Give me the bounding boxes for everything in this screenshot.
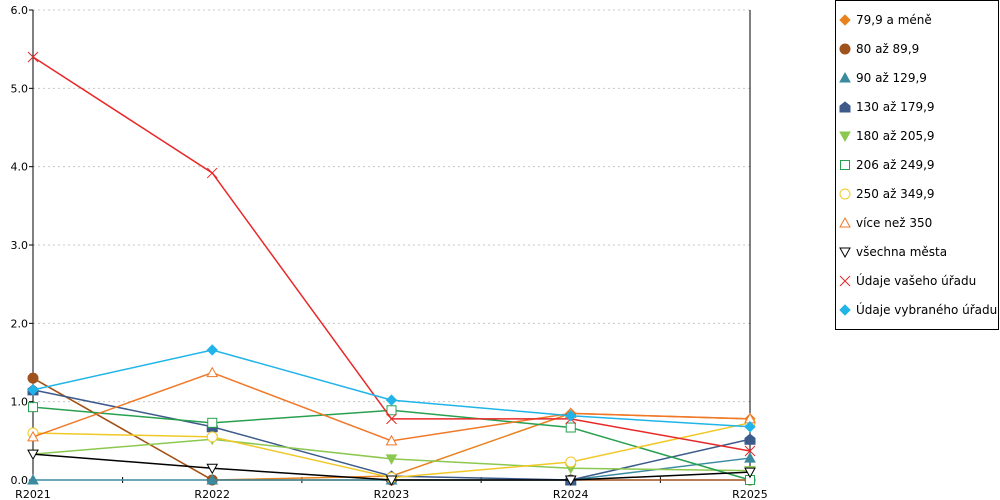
legend-label: 130 až 179,9 — [856, 100, 935, 114]
legend-marker — [839, 43, 851, 55]
x-tick-label: R2025 — [732, 488, 768, 500]
legend-item: Údaje vašeho úřadu — [839, 273, 976, 288]
y-tick-label: 4.0 — [11, 161, 29, 174]
legend-item: 90 až 129,9 — [839, 71, 927, 85]
legend-marker — [839, 216, 851, 228]
legend-marker — [839, 71, 851, 83]
legend-label: 80 až 89,9 — [856, 42, 919, 56]
series — [27, 344, 756, 433]
legend-label: 250 až 349,9 — [856, 187, 935, 201]
data-point — [565, 422, 576, 433]
data-point — [744, 433, 756, 445]
data-point — [28, 402, 38, 413]
legend-marker — [839, 101, 851, 113]
series — [27, 372, 756, 486]
legend-marker — [839, 131, 851, 143]
legend-item: 180 až 205,9 — [839, 129, 935, 143]
data-point — [27, 51, 39, 63]
legend-label: 90 až 129,9 — [856, 71, 927, 85]
legend-marker — [840, 160, 850, 170]
data-point — [207, 417, 218, 428]
series-line — [32, 56, 751, 452]
legend-item: 80 až 89,9 — [839, 42, 919, 56]
data-point — [206, 463, 219, 475]
legend-marker — [839, 304, 851, 316]
legend-item: více než 350 — [839, 216, 932, 230]
y-tick-label: 0.0 — [11, 474, 29, 487]
data-point — [565, 456, 577, 468]
legend-label: Údaje vybraného úřadu — [856, 302, 997, 317]
y-tick-label: 6.0 — [11, 4, 29, 17]
data-point — [744, 467, 756, 479]
x-tick-label: R2023 — [374, 488, 410, 500]
legend-item: Údaje vybraného úřadu — [839, 302, 997, 317]
data-point — [27, 384, 39, 396]
legend-label: více než 350 — [856, 216, 932, 230]
data-point — [385, 475, 398, 487]
legend: 79,9 a méně 80 až 89,9 90 až 129,9 130 až 1… — [835, 0, 999, 330]
legend-item: 206 až 249,9 — [840, 158, 935, 172]
legend-marker — [839, 275, 851, 287]
series — [27, 372, 756, 486]
axes: 0.0 1.0 2.0 3.0 4.0 5.0 6.0 R2021 R2022 R2023 R202… — [11, 4, 768, 500]
grid — [33, 9, 750, 403]
data-point — [206, 366, 219, 378]
data-point — [385, 394, 398, 406]
data-point — [565, 410, 577, 422]
data-point — [744, 421, 756, 433]
legend-item: 130 až 179,9 — [839, 100, 935, 114]
data-point — [386, 413, 397, 425]
data-point — [744, 452, 756, 463]
y-tick-label: 5.0 — [11, 82, 29, 95]
legend-box — [835, 0, 999, 330]
data-point — [27, 372, 39, 384]
legend-marker — [839, 188, 851, 200]
legend-label: 206 až 249,9 — [856, 158, 935, 172]
legend-label: Údaje vašeho úřadu — [856, 273, 976, 288]
x-tick-label: R2022 — [194, 488, 230, 500]
legend-item: 250 až 349,9 — [839, 187, 935, 201]
series — [28, 402, 755, 485]
data-point — [206, 431, 218, 443]
x-tick-label: R2021 — [15, 488, 51, 500]
y-tick-label: 3.0 — [11, 239, 29, 252]
x-tick-label: R2024 — [553, 488, 589, 500]
data-point — [564, 475, 577, 487]
legend-label: 79,9 a méně — [856, 13, 932, 27]
legend-marker — [839, 14, 851, 26]
data-point — [206, 473, 219, 485]
legend-label: 180 až 205,9 — [856, 129, 935, 143]
series — [27, 449, 756, 487]
data-point — [385, 454, 398, 465]
series-lines — [27, 51, 756, 487]
legend-item: 79,9 a méně — [839, 13, 932, 27]
legend-label: všechna města — [856, 245, 947, 259]
legend-item: všechna města — [839, 245, 947, 259]
data-point — [27, 473, 39, 485]
data-point — [206, 344, 218, 356]
data-point — [385, 434, 398, 446]
legend-marker — [839, 247, 851, 259]
y-tick-label: 1.0 — [11, 396, 29, 409]
data-point — [206, 167, 218, 179]
data-point — [27, 449, 39, 461]
y-tick-label: 2.0 — [11, 317, 29, 330]
data-point — [27, 430, 39, 442]
data-point — [744, 445, 756, 457]
